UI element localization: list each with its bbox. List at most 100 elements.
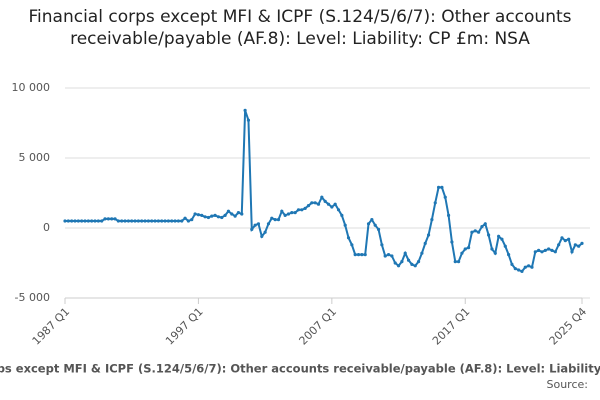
point: [260, 234, 264, 238]
point: [513, 267, 517, 271]
point: [350, 243, 354, 247]
y-tick-label: 5 000: [19, 151, 51, 164]
point: [213, 213, 217, 217]
point: [263, 230, 267, 234]
point: [196, 213, 201, 217]
point: [540, 250, 544, 254]
point: [380, 243, 384, 247]
point: [253, 223, 257, 227]
point: [103, 217, 107, 221]
point: [517, 268, 521, 272]
point: [203, 215, 207, 219]
point: [580, 241, 584, 245]
point: [493, 251, 497, 255]
point: [440, 185, 444, 189]
y-tick-label: -5 000: [15, 291, 50, 304]
point: [320, 195, 324, 199]
point: [503, 244, 507, 248]
point: [296, 208, 301, 212]
point: [400, 260, 404, 264]
point: [553, 250, 557, 254]
point: [113, 217, 117, 221]
point: [76, 219, 80, 223]
point: [70, 219, 74, 223]
point: [133, 219, 137, 223]
point: [547, 247, 551, 251]
point: [436, 185, 441, 189]
point: [146, 219, 150, 223]
point: [230, 212, 234, 216]
point: [80, 219, 84, 223]
point: [223, 213, 227, 217]
point: [190, 218, 194, 222]
point: [370, 218, 374, 222]
point: [353, 253, 357, 257]
point: [286, 212, 291, 216]
point: [193, 212, 197, 216]
point: [140, 219, 144, 223]
point: [410, 262, 414, 266]
point: [477, 230, 481, 234]
point: [456, 260, 461, 264]
point: [136, 219, 140, 223]
point: [550, 248, 554, 252]
point: [416, 260, 421, 264]
point: [120, 219, 124, 223]
point: [567, 237, 571, 241]
point: [386, 253, 391, 257]
x-tick-label: 2017 Q1: [430, 305, 473, 348]
point: [173, 219, 177, 223]
point: [86, 219, 90, 223]
point: [373, 223, 377, 227]
point: [163, 219, 167, 223]
point: [460, 251, 464, 255]
point: [100, 219, 104, 223]
point: [537, 248, 541, 252]
point: [323, 199, 327, 203]
point: [453, 260, 457, 264]
point: [96, 219, 100, 223]
point: [356, 253, 361, 257]
point: [290, 211, 294, 215]
point: [487, 233, 491, 237]
point: [366, 222, 371, 226]
point: [510, 262, 514, 266]
point: [73, 219, 77, 223]
point: [346, 236, 351, 240]
point: [413, 264, 417, 268]
point: [210, 214, 214, 218]
point: [340, 213, 344, 217]
point: [130, 219, 134, 223]
point: [480, 225, 484, 229]
point: [306, 204, 311, 208]
point: [63, 219, 67, 223]
point: [183, 216, 187, 220]
point: [220, 215, 224, 220]
point: [266, 222, 271, 226]
point: [256, 222, 261, 226]
point: [110, 217, 114, 221]
point: [573, 243, 577, 247]
point: [423, 241, 427, 245]
x-tick-label: 2007 Q1: [297, 305, 340, 348]
point: [216, 215, 221, 219]
point: [116, 219, 120, 223]
point: [160, 219, 164, 223]
point: [390, 254, 394, 258]
y-tick-label: 10 000: [12, 81, 51, 94]
point: [577, 244, 581, 248]
point: [426, 233, 431, 237]
point: [300, 208, 304, 212]
point: [280, 209, 284, 213]
point: [276, 218, 281, 222]
point: [303, 206, 307, 210]
point: [376, 227, 381, 231]
point: [463, 247, 467, 251]
point: [326, 202, 331, 206]
point: [316, 202, 321, 206]
point: [270, 216, 274, 220]
point: [520, 269, 524, 273]
point: [176, 219, 181, 223]
point: [206, 215, 211, 220]
